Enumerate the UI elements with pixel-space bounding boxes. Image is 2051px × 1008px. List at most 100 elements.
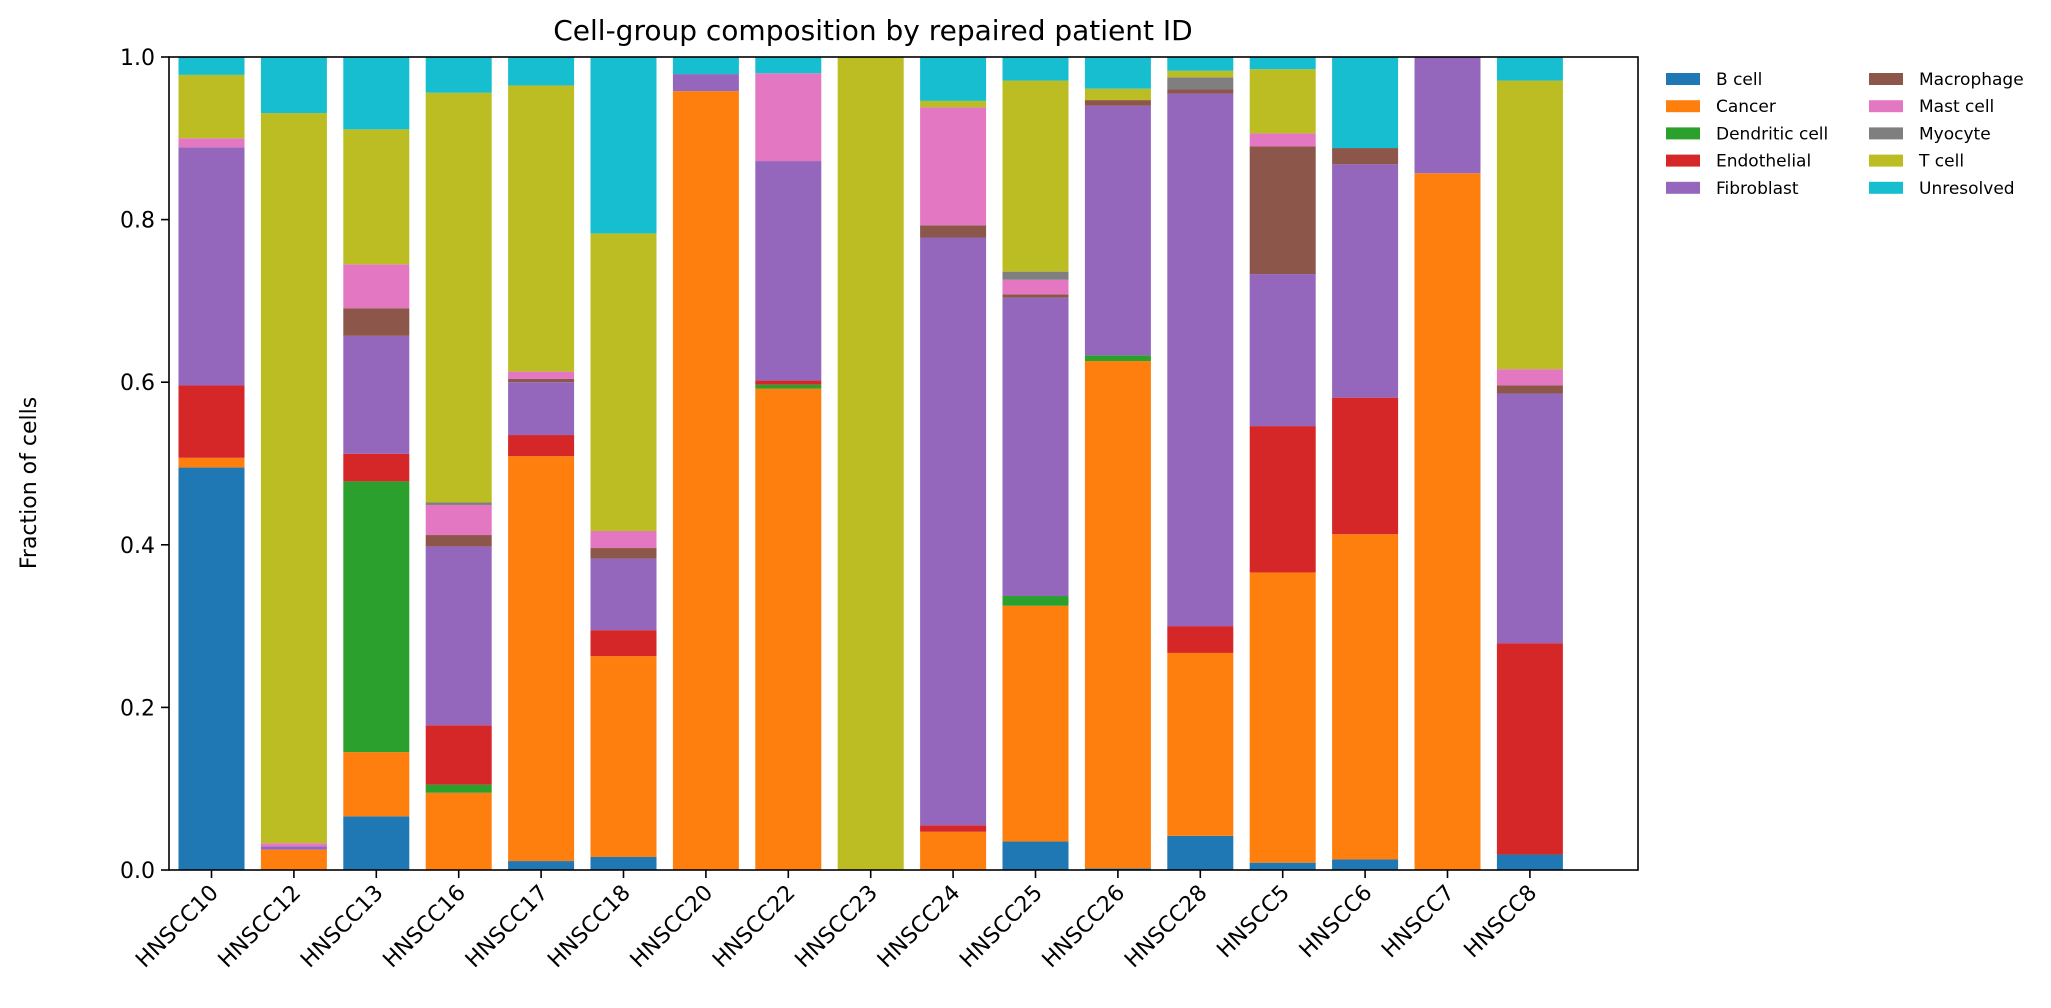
bar-segment (1084, 100, 1151, 106)
bar-segment (1167, 89, 1234, 94)
x-tick-label: HNSCC23 (791, 881, 883, 973)
bar-segment (920, 831, 987, 870)
x-tick-label: HNSCC5 (1212, 881, 1295, 964)
bar-segment (1084, 88, 1151, 101)
legend-label: B cell (1716, 70, 1762, 90)
x-tick-label: HNSCC22 (708, 881, 800, 973)
legend-label: Myocyte (1919, 124, 1991, 144)
bar-segment (1167, 77, 1234, 90)
bar-segment (1167, 93, 1234, 627)
bar-segment (755, 57, 822, 74)
bar-segment (1332, 859, 1399, 870)
bar-segment (1002, 271, 1069, 280)
y-tick-label: 0.6 (120, 371, 155, 396)
legend: B cell Cancer Dendritic cell Endothelial Fib… (1666, 70, 2024, 199)
bar-segment (1414, 57, 1481, 174)
bar-segment (1332, 534, 1399, 860)
bar-segment (1002, 279, 1069, 295)
bar-segment (590, 630, 657, 657)
bar-segment (1332, 164, 1399, 398)
bar-segment (1002, 57, 1069, 81)
bar-segment (343, 453, 410, 482)
bar-segment (1002, 294, 1069, 298)
bar-segment (425, 502, 492, 505)
bar-segment (425, 792, 492, 870)
bar-segment (343, 752, 410, 817)
bar-segment (590, 548, 657, 559)
bar-segment (1496, 854, 1563, 870)
legend-swatch (1869, 181, 1903, 194)
legend-swatch (1869, 73, 1903, 85)
bar-segment (1496, 369, 1563, 386)
bar-segment (590, 656, 657, 857)
y-axis: 0.0 0.2 0.4 0.6 0.8 1.0 (120, 46, 169, 884)
bar-segment (343, 335, 410, 454)
bar-segment (672, 57, 739, 75)
bar-segment (260, 113, 327, 844)
bar-segment (837, 57, 904, 870)
x-tick-label: HNSCC13 (296, 881, 388, 973)
legend-label: Mast cell (1919, 97, 1994, 117)
bar-segment (178, 467, 245, 870)
bar-segment (1249, 274, 1316, 427)
bar-segment (1249, 133, 1316, 147)
legend-swatch (1869, 154, 1903, 167)
x-tick-label: HNSCC8 (1460, 881, 1543, 964)
bar-segment (508, 371, 575, 379)
bar-segment (1002, 596, 1069, 606)
y-tick-label: 0.8 (120, 209, 155, 234)
bar-segment (1167, 57, 1234, 71)
bar-segment (1002, 841, 1069, 870)
bar-segment (508, 57, 575, 86)
y-tick-label: 0.4 (120, 534, 155, 559)
x-tick-label: HNSCC28 (1120, 881, 1212, 973)
bar-segment (1249, 572, 1316, 863)
bar-segment (178, 138, 245, 148)
bar-segment (1249, 57, 1316, 70)
bar-segment (425, 725, 492, 785)
bars-layer (178, 57, 1563, 870)
bar-segment (1167, 626, 1234, 653)
bar-segment (1167, 70, 1234, 78)
x-tick-label: HNSCC25 (955, 881, 1047, 973)
bar-segment (1167, 835, 1234, 870)
bar-segment (1249, 69, 1316, 134)
legend-label: Unresolved (1919, 179, 2015, 199)
bar-segment (425, 546, 492, 726)
bar-segment (508, 861, 575, 870)
y-tick-label: 0.2 (120, 696, 155, 721)
legend-label: Macrophage (1919, 70, 2024, 90)
bar-segment (425, 504, 492, 536)
bar-segment (178, 57, 245, 75)
bar-segment (1496, 57, 1563, 81)
bar-segment (425, 784, 492, 793)
x-tick-label: HNSCC24 (873, 881, 965, 973)
bar-segment (260, 846, 327, 850)
bar-segment (920, 237, 987, 826)
bar-segment (672, 74, 739, 92)
bar-segment (1002, 297, 1069, 597)
bar-segment (590, 57, 657, 234)
bar-segment (590, 530, 657, 549)
bar-segment (920, 100, 987, 108)
bar-segment (343, 57, 410, 130)
bar-segment (1496, 393, 1563, 644)
bar-segment (343, 816, 410, 870)
bar-segment (755, 73, 822, 162)
bar-segment (1249, 146, 1316, 275)
bar-segment (425, 57, 492, 93)
bar-segment (1084, 355, 1151, 362)
bar-segment (178, 457, 245, 468)
bar-segment (590, 558, 657, 631)
bar-segment (920, 107, 987, 226)
legend-swatch (1869, 127, 1903, 140)
bar-segment (590, 233, 657, 531)
bar-segment (178, 147, 245, 386)
bar-segment (508, 378, 575, 383)
chart-title: Cell-group composition by repaired patie… (553, 14, 1193, 47)
legend-swatch (1666, 127, 1700, 140)
bar-segment (1084, 57, 1151, 89)
legend-label: Cancer (1716, 97, 1776, 117)
legend-label: Dendritic cell (1716, 124, 1828, 144)
